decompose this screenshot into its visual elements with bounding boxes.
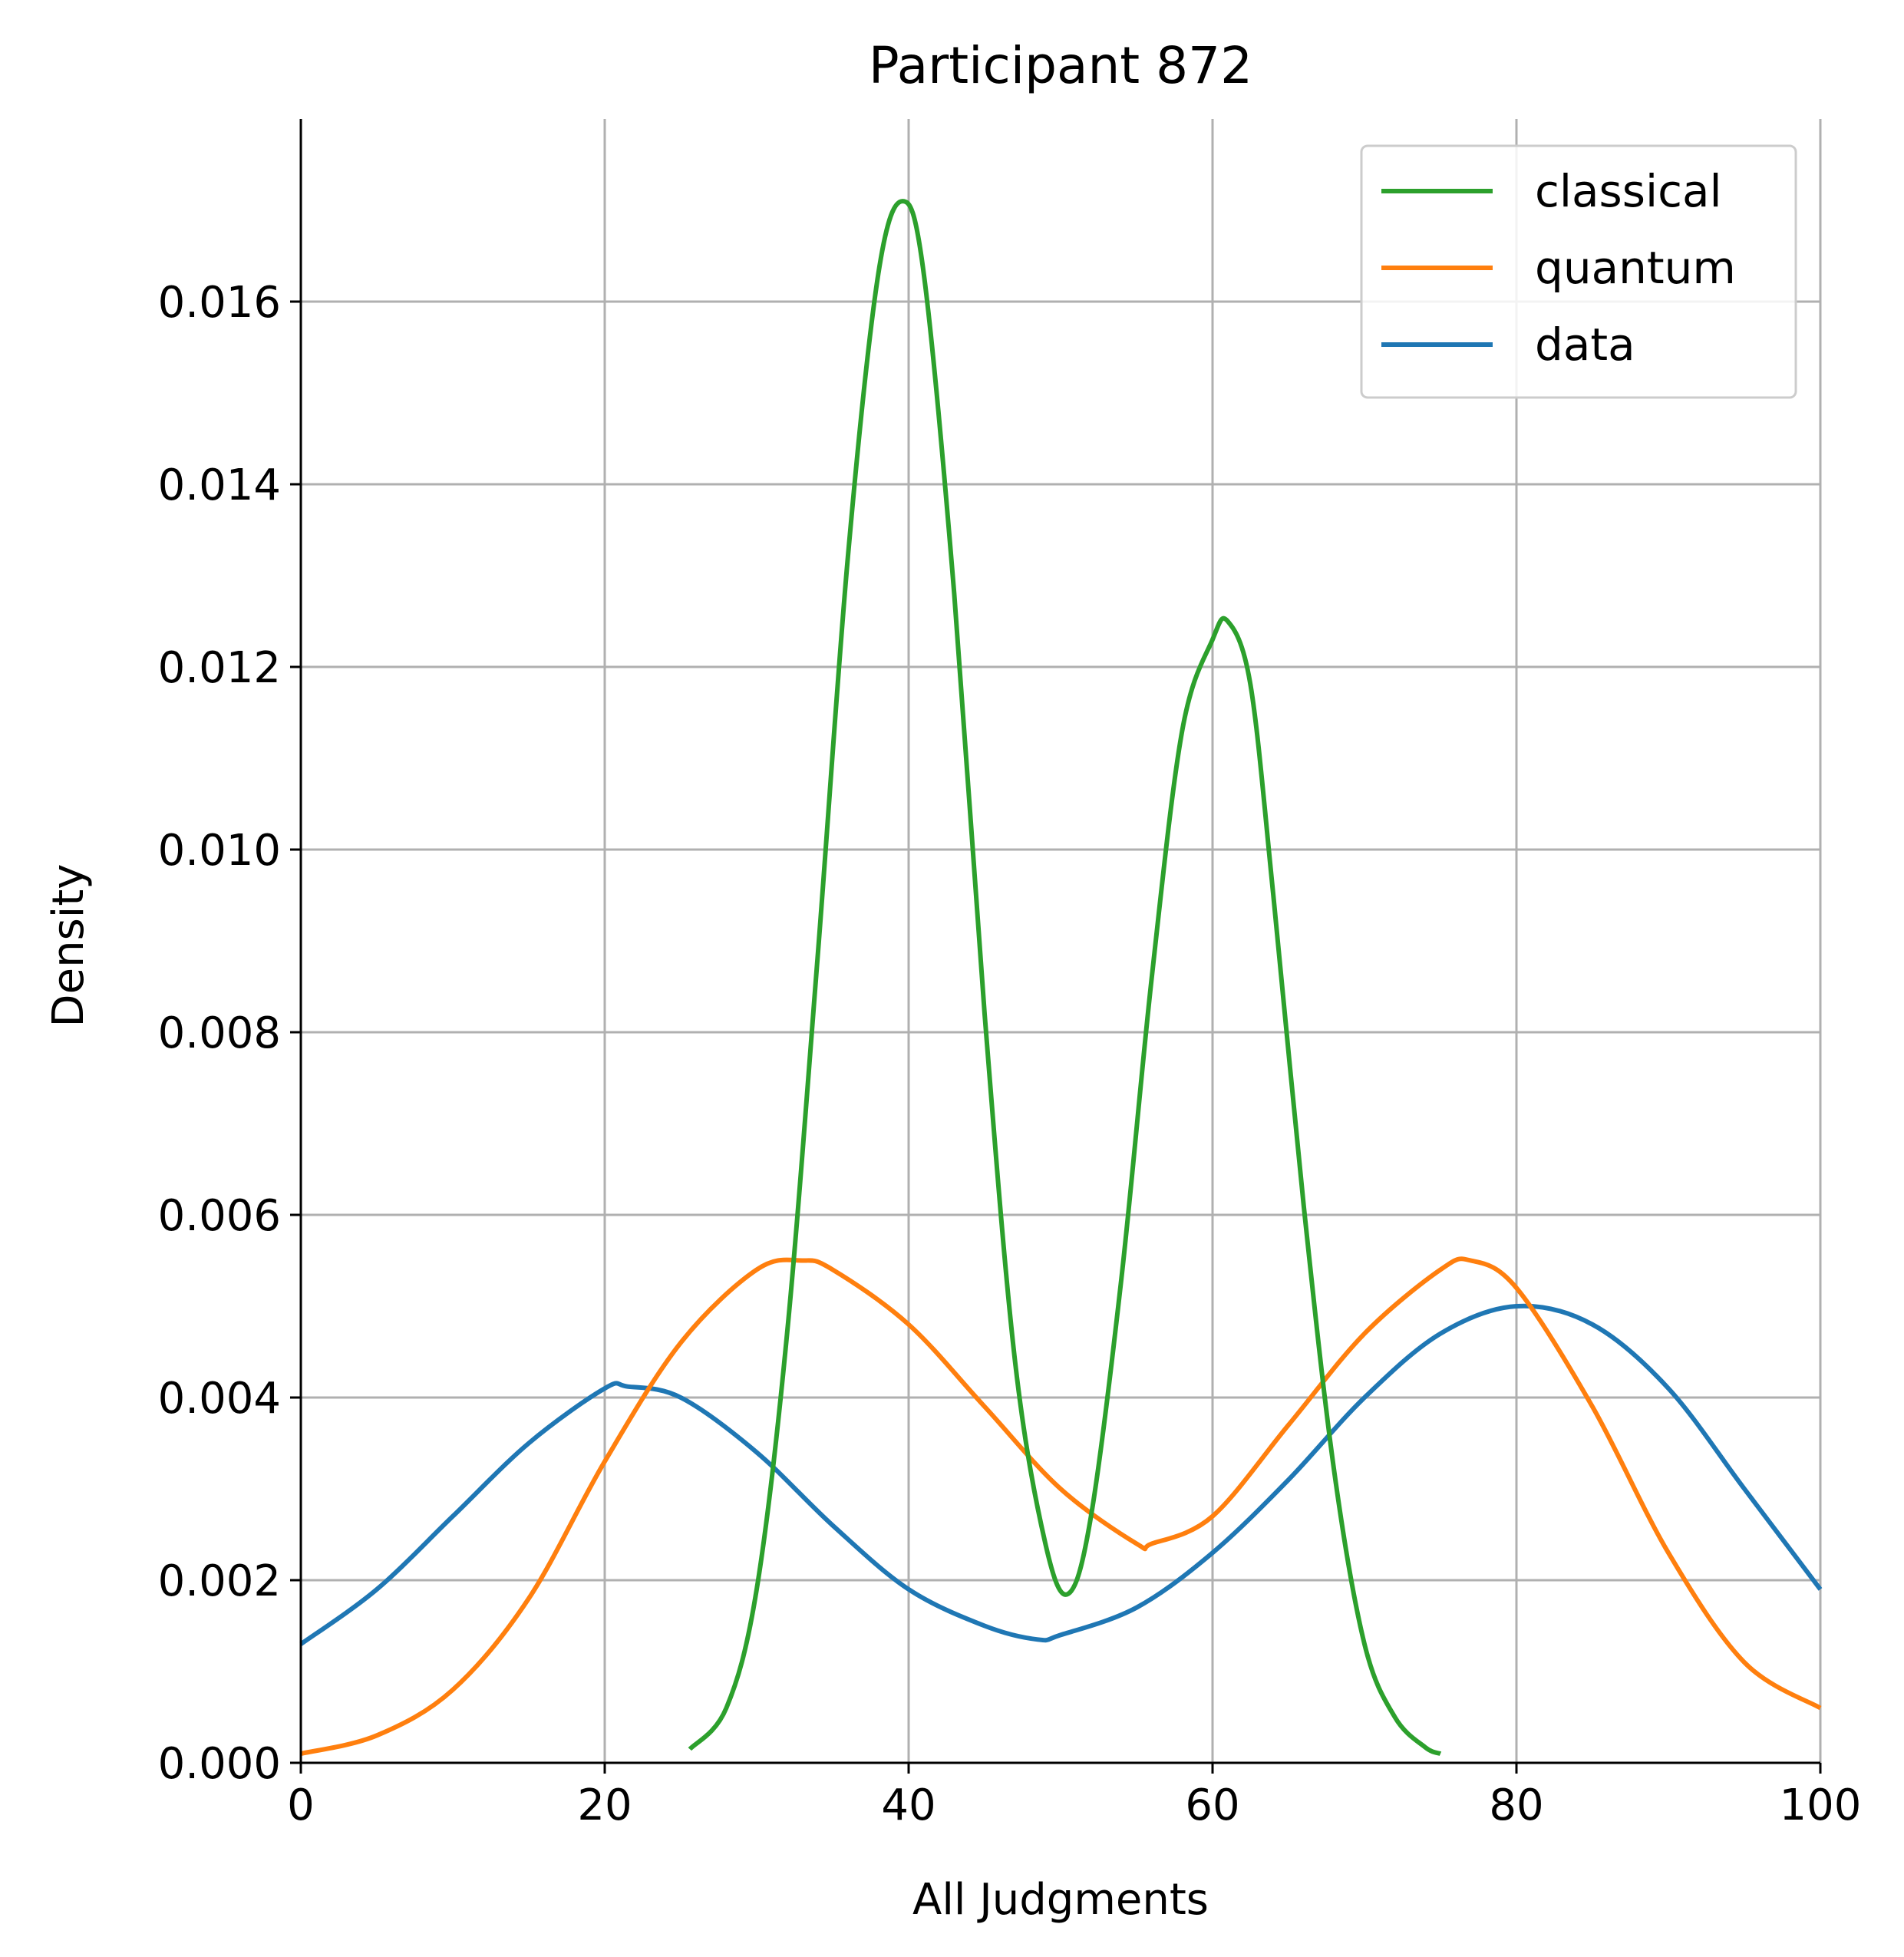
x-tick-label: 0 <box>287 1780 315 1830</box>
series-layer <box>299 199 1823 1757</box>
legend-box <box>1360 144 1797 399</box>
y-tick-label: 0.004 <box>158 1374 281 1424</box>
x-tick-label: 20 <box>577 1780 632 1830</box>
chart-title: Participant 872 <box>869 36 1252 95</box>
x-tick-label: 60 <box>1185 1780 1239 1830</box>
y-tick-label: 0.006 <box>158 1191 281 1241</box>
y-tick-label: 0.000 <box>158 1739 281 1789</box>
y-tick-label: 0.012 <box>158 643 281 693</box>
y-tick-label: 0.016 <box>158 278 281 328</box>
legend-label-classical: classical <box>1535 165 1722 217</box>
series-line-classical <box>688 199 1442 1756</box>
legend-label-data: data <box>1535 318 1635 371</box>
x-ticks: 0 20 40 60 80 100 <box>287 1763 1861 1830</box>
legend-label-quantum: quantum <box>1535 242 1736 294</box>
series-line-quantum <box>300 1256 1822 1757</box>
x-tick-label: 80 <box>1489 1780 1543 1830</box>
y-axis-label: Density <box>44 864 94 1028</box>
y-tick-label: 0.008 <box>158 1008 281 1058</box>
x-tick-label: 40 <box>881 1780 936 1830</box>
grid <box>299 119 1822 1764</box>
y-tick-label: 0.014 <box>158 460 281 510</box>
x-tick-label: 100 <box>1780 1780 1862 1830</box>
y-ticks: 0.000 0.002 0.004 0.006 0.008 0.010 0.012 0.014… <box>158 278 301 1789</box>
y-tick-label: 0.002 <box>158 1556 281 1606</box>
y-tick-label: 0.010 <box>158 826 281 876</box>
axes <box>299 119 1820 1764</box>
series-line-data <box>299 1303 1823 1646</box>
x-axis-label: All Judgments <box>912 1875 1209 1925</box>
legend: classical quantum data <box>1360 144 1797 399</box>
